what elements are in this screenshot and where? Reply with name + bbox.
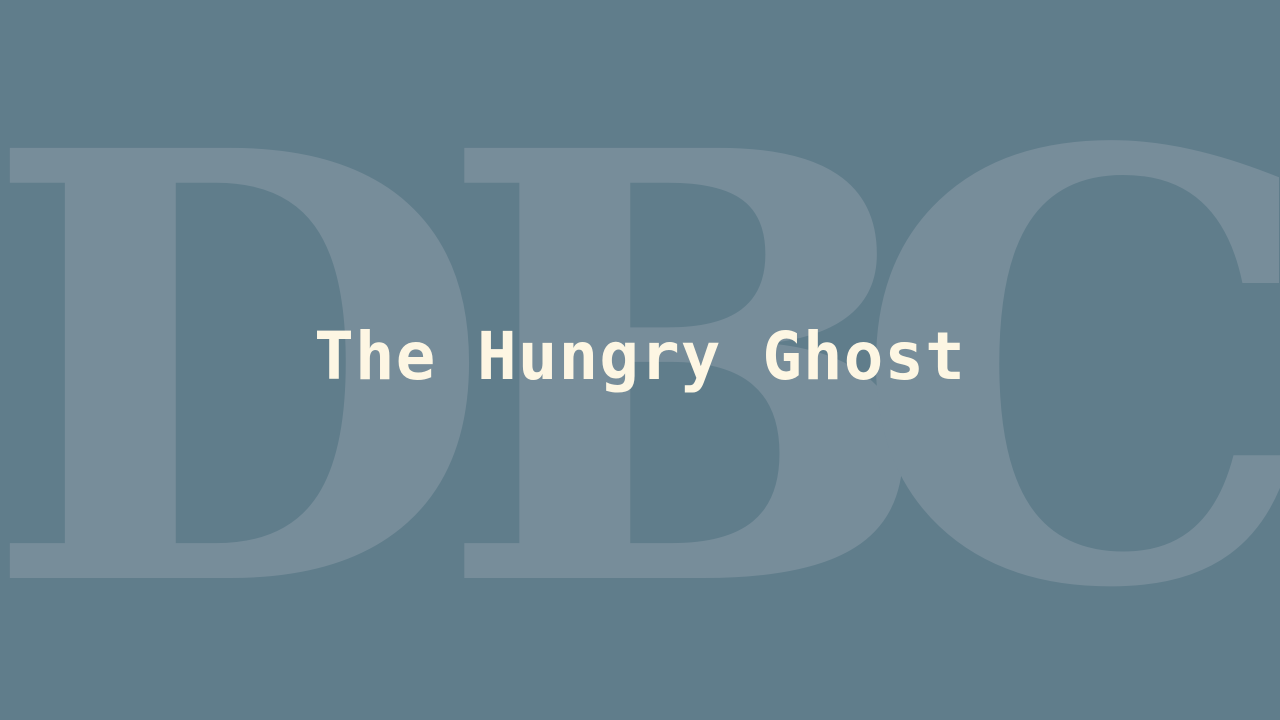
- logo-letter-c: C: [851, 25, 1280, 718]
- logo-letter-d: D: [0, 25, 494, 718]
- logo-letter-b: B: [437, 25, 936, 718]
- page-title: The Hungry Ghost: [314, 318, 966, 395]
